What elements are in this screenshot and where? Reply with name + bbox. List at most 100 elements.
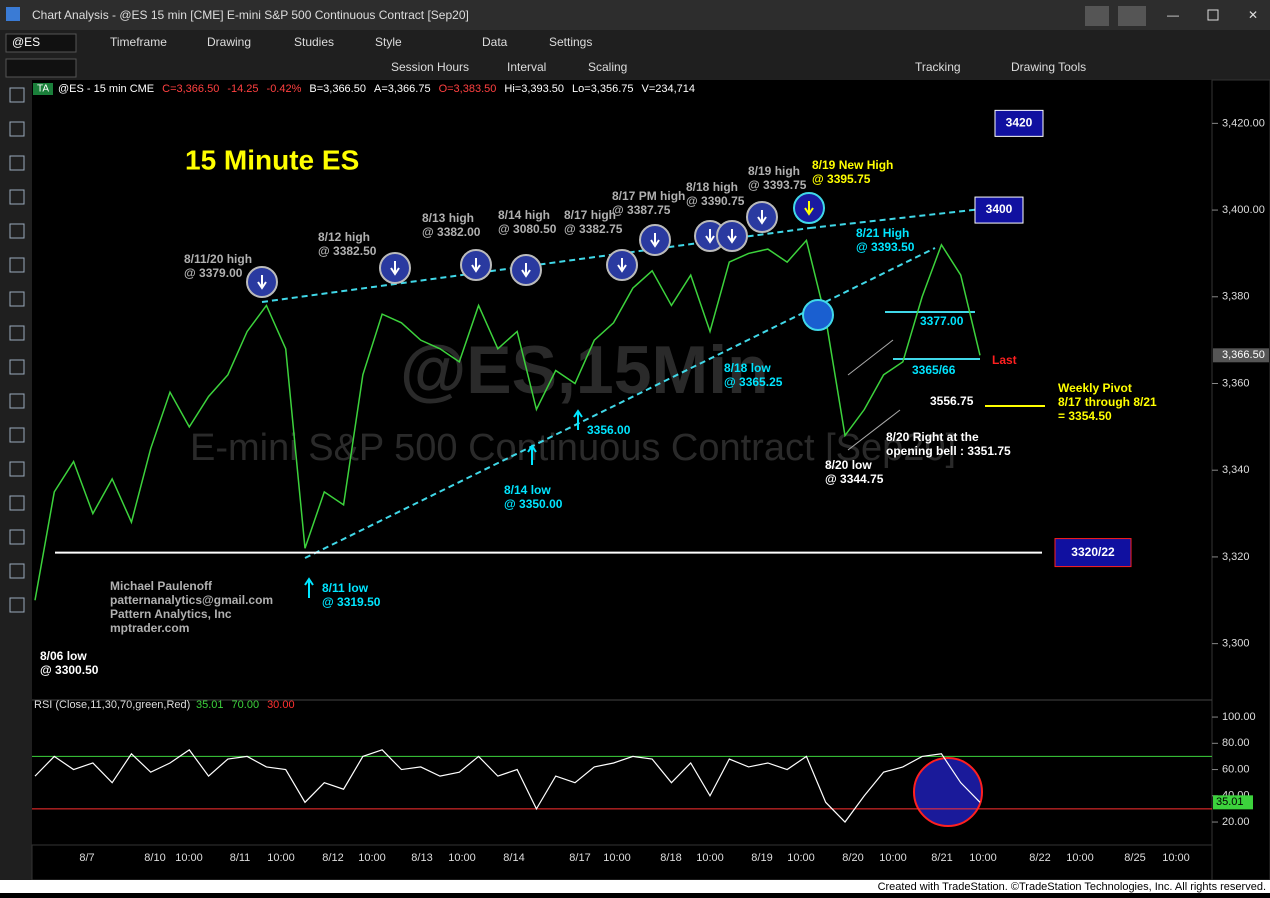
annotation: Weekly Pivot bbox=[1058, 381, 1132, 395]
annotation: 8/14 low bbox=[504, 483, 551, 497]
minimize[interactable]: — bbox=[1167, 8, 1179, 22]
symbol-box-2[interactable] bbox=[5, 58, 77, 78]
annotation: @ 3300.50 bbox=[40, 663, 99, 677]
trend-line bbox=[304, 247, 936, 559]
tool-icon[interactable] bbox=[9, 529, 25, 545]
maximize[interactable] bbox=[1207, 9, 1219, 21]
x-tick-label: 8/7 bbox=[79, 852, 94, 864]
title-bar bbox=[0, 0, 1270, 30]
annotation: 8/13 high bbox=[422, 211, 474, 225]
symbol-box[interactable] bbox=[5, 33, 77, 53]
toolbar-button[interactable]: Settings bbox=[549, 35, 592, 49]
quote-field: -0.42% bbox=[267, 83, 302, 95]
tool-icon[interactable] bbox=[9, 121, 25, 137]
tool-icon[interactable] bbox=[9, 87, 25, 103]
annotation: 8/17 high bbox=[564, 208, 616, 222]
tool-icon[interactable] bbox=[9, 155, 25, 171]
toolbar-button[interactable]: Tracking bbox=[915, 60, 961, 74]
y-tick-label: 3,400.00 bbox=[1222, 204, 1265, 216]
x-tick-label: 8/17 bbox=[569, 852, 590, 864]
last-price-box bbox=[1213, 348, 1269, 363]
annotation: @ 3387.75 bbox=[612, 203, 671, 217]
annotation: @ 3319.50 bbox=[322, 595, 381, 609]
level-label: 3320/22 bbox=[1071, 545, 1115, 559]
annotation: Pattern Analytics, Inc bbox=[110, 607, 232, 621]
annotation: 8/19 high bbox=[748, 164, 800, 178]
annotation: 8/21 High bbox=[856, 226, 909, 240]
annotation: 8/17 PM high bbox=[612, 189, 685, 203]
toolbar-button[interactable]: Style bbox=[375, 35, 402, 49]
toolbar-button[interactable]: Session Hours bbox=[391, 60, 469, 74]
tool-icon[interactable] bbox=[9, 223, 25, 239]
quote-field: A=3,366.75 bbox=[374, 83, 431, 95]
x-tick-label: 8/25 bbox=[1124, 852, 1145, 864]
rsi-reading: 35.01 bbox=[196, 699, 224, 711]
toolbar-button[interactable]: Studies bbox=[294, 35, 334, 49]
arrow bbox=[617, 258, 627, 273]
toolbar bbox=[0, 30, 1270, 80]
marker bbox=[802, 299, 834, 331]
y-tick-label: 3,300 bbox=[1222, 638, 1250, 650]
quote-field: Lo=3,356.75 bbox=[572, 83, 633, 95]
tool-icon[interactable] bbox=[9, 393, 25, 409]
annotation: 8/11 low bbox=[322, 581, 369, 595]
annotation: patternanalytics@gmail.com bbox=[110, 593, 273, 607]
y-tick-label: 3,320 bbox=[1222, 551, 1250, 563]
annotation: @ 3080.50 bbox=[498, 222, 557, 236]
menu-button[interactable] bbox=[1118, 6, 1146, 26]
close[interactable]: ✕ bbox=[1248, 8, 1258, 22]
x-tick-label: 10:00 bbox=[1162, 852, 1190, 864]
arrow bbox=[804, 201, 814, 216]
toolbar-button[interactable]: Timeframe bbox=[110, 35, 167, 49]
toolbar-button[interactable]: Data bbox=[482, 35, 508, 49]
tool-icon[interactable] bbox=[9, 291, 25, 307]
annotation: opening bell : 3351.75 bbox=[886, 444, 1011, 458]
rsi-reading: 30.00 bbox=[267, 699, 295, 711]
annotation: @ 3382.75 bbox=[564, 222, 623, 236]
annotation: = 3354.50 bbox=[1058, 409, 1112, 423]
annotation: @ 3393.50 bbox=[856, 240, 915, 254]
y-tick-label: 3,420.00 bbox=[1222, 117, 1265, 129]
tool-icon[interactable] bbox=[9, 461, 25, 477]
quote-field: C=3,366.50 bbox=[162, 83, 219, 95]
tool-icon[interactable] bbox=[9, 257, 25, 273]
window-title: Chart Analysis - @ES 15 min [CME] E-mini… bbox=[32, 8, 469, 22]
toolbar-button[interactable]: Drawing bbox=[207, 35, 251, 49]
annotation: 8/14 high bbox=[498, 208, 550, 222]
tool-icon[interactable] bbox=[9, 189, 25, 205]
x-tick-label: 8/14 bbox=[503, 852, 524, 864]
tool-icon[interactable] bbox=[9, 563, 25, 579]
x-tick-label: 10:00 bbox=[175, 852, 203, 864]
x-tick-label: 10:00 bbox=[1066, 852, 1094, 864]
x-tick-label: 10:00 bbox=[696, 852, 724, 864]
tool-icon[interactable] bbox=[9, 359, 25, 375]
last-price: 3,366.50 bbox=[1222, 349, 1265, 361]
s-button[interactable] bbox=[1085, 6, 1109, 26]
annotation: @ 3393.75 bbox=[748, 178, 807, 192]
arrow bbox=[757, 210, 767, 225]
x-tick-label: 8/18 bbox=[660, 852, 681, 864]
annotation: 3377.00 bbox=[920, 314, 964, 328]
annotation: 8/12 high bbox=[318, 230, 370, 244]
toolbar-button[interactable]: Drawing Tools bbox=[1011, 60, 1086, 74]
annotation: 8/18 low bbox=[724, 361, 771, 375]
y-tick-label: 3,340 bbox=[1222, 464, 1250, 476]
annotation: @ 3382.50 bbox=[318, 244, 377, 258]
symbol[interactable]: @ES bbox=[12, 35, 40, 49]
tool-icon[interactable] bbox=[9, 597, 25, 613]
x-tick-label: 8/10 bbox=[144, 852, 165, 864]
rsi-label: RSI (Close,11,30,70,green,Red) bbox=[34, 699, 190, 711]
level-label: 3400 bbox=[986, 202, 1013, 216]
x-tick-label: 10:00 bbox=[603, 852, 631, 864]
level-box bbox=[974, 196, 1024, 224]
annotation: 3365/66 bbox=[912, 363, 956, 377]
tool-icon[interactable] bbox=[9, 427, 25, 443]
toolbar-button[interactable]: Interval bbox=[507, 60, 546, 74]
rsi-y-tick-label: 60.00 bbox=[1222, 763, 1250, 775]
rsi-highlight bbox=[913, 757, 983, 827]
app-icon bbox=[6, 7, 20, 21]
arrow bbox=[471, 258, 481, 273]
tool-icon[interactable] bbox=[9, 325, 25, 341]
toolbar-button[interactable]: Scaling bbox=[588, 60, 627, 74]
tool-icon[interactable] bbox=[9, 495, 25, 511]
